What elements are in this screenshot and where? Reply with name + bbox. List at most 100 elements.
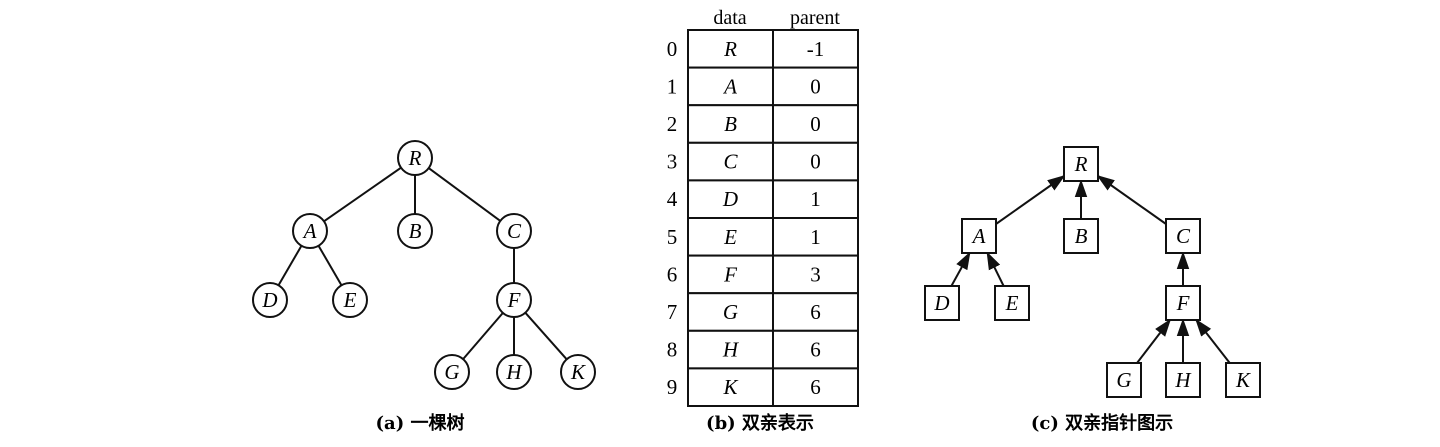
parent-pointer-E-to-A [986, 251, 1005, 287]
tree-panel: R A B C D E F G H K (a) 一棵树 [252, 140, 596, 434]
pointer-edges [950, 174, 1231, 364]
tree-edges [277, 166, 568, 360]
pointer-node-box [1106, 362, 1142, 398]
tree-node-label: R [408, 146, 422, 170]
parent-pointer-K-to-F [1195, 318, 1231, 364]
data-cell: K [722, 375, 738, 399]
tree-node-circle [560, 354, 596, 390]
parent-pointer-A-to-R [995, 174, 1066, 225]
parent-table: data parent 0 R -1 1 A 0 2 B 0 3 C 0 4 D 1 5 E 1 6 F 3 7 G 6 8 H 6… [667, 7, 859, 434]
pointer-node-box [994, 285, 1030, 321]
data-cell: E [723, 225, 737, 249]
data-cell: A [722, 74, 737, 98]
tree-edge-R-C [428, 167, 501, 222]
parent-cell: 0 [810, 74, 821, 98]
tree-node-circle [496, 213, 532, 249]
row-index: 4 [667, 187, 678, 211]
tree-node-label: F [507, 288, 521, 312]
table-row: 5 E 1 [667, 217, 859, 257]
pointer-node-label: B [1075, 224, 1088, 248]
tree-edge-F-G [462, 312, 504, 360]
pointer-node-F: F [1165, 285, 1201, 321]
tree-node-circle [397, 213, 433, 249]
table-row: 7 G 6 [667, 292, 859, 332]
tree-node-R: R [397, 140, 433, 176]
tree-node-H: H [496, 354, 532, 390]
data-cell-box [687, 217, 774, 257]
parent-cell-box [772, 367, 859, 407]
tree-node-A: A [292, 213, 328, 249]
tree-edge-R-A [323, 166, 402, 223]
row-index: 0 [667, 37, 678, 61]
data-cell-box [687, 329, 774, 370]
tree-node-E: E [332, 282, 368, 318]
pointer-node-label: H [1174, 368, 1192, 392]
data-cell: H [722, 338, 740, 362]
tree-node-circle [292, 213, 328, 249]
parent-cell: 1 [810, 225, 821, 249]
table-row: 2 B 0 [667, 104, 859, 144]
data-cell: F [723, 262, 737, 286]
parent-cell-box [772, 217, 859, 257]
pointer-node-G: G [1106, 362, 1142, 398]
pointer-node-box [1165, 218, 1201, 254]
pointer-node-box [961, 218, 997, 254]
parent-cell: 0 [810, 150, 821, 174]
row-index: 7 [667, 300, 678, 324]
tree-edge-F-K [524, 312, 568, 360]
tree-edge-A-E [317, 245, 343, 286]
tree-node-circle [252, 282, 288, 318]
pointer-node-C: C [1165, 218, 1201, 254]
pointer-node-label: E [1005, 291, 1019, 315]
pointer-node-H: H [1165, 362, 1201, 398]
pointer-caption: (c) 双亲指针图示 [1031, 412, 1173, 434]
tree-node-circle [434, 354, 470, 390]
table-row: 9 K 6 [667, 367, 859, 407]
parent-cell-box [772, 179, 859, 219]
row-index: 5 [667, 225, 678, 249]
tree-nodes: R A B C D E F G H K [252, 140, 596, 390]
table-row: 4 D 1 [667, 179, 859, 219]
row-index: 9 [667, 375, 678, 399]
tree-node-K: K [560, 354, 596, 390]
table-row: 1 A 0 [667, 66, 859, 107]
row-index: 3 [667, 150, 678, 174]
tree-edge-A-D [277, 245, 303, 286]
data-cell: G [723, 300, 738, 324]
pointer-node-box [1225, 362, 1261, 398]
pointer-node-E: E [994, 285, 1030, 321]
row-index: 6 [667, 262, 678, 286]
parent-cell: 6 [810, 338, 821, 362]
parent-pointer-C-to-R [1096, 174, 1167, 225]
pointer-node-label: R [1074, 152, 1088, 176]
pointer-panel: R A B C D E F G H K (c) 双亲指针图示 [924, 146, 1261, 434]
data-cell-box [687, 367, 774, 407]
tree-node-label: C [507, 219, 522, 243]
parent-cell-box [772, 104, 859, 144]
pointer-node-box [924, 285, 960, 321]
table-row: 3 C 0 [667, 141, 859, 182]
pointer-node-box [1063, 218, 1099, 254]
data-cell: R [723, 37, 737, 61]
tree-node-G: G [434, 354, 470, 390]
tree-node-label: E [343, 288, 357, 312]
parent-cell: 6 [810, 300, 821, 324]
table-header-data: data [713, 7, 746, 29]
pointer-node-K: K [1225, 362, 1261, 398]
tree-node-circle [332, 282, 368, 318]
parent-cell-box [772, 141, 859, 182]
tree-node-label: D [261, 288, 277, 312]
tree-node-label: G [444, 360, 459, 384]
tree-node-circle [496, 354, 532, 390]
data-cell-box [687, 104, 774, 144]
pointer-node-R: R [1063, 146, 1099, 182]
pointer-node-A: A [961, 218, 997, 254]
tree-node-circle [397, 140, 433, 176]
pointer-node-box [1165, 285, 1201, 321]
tree-node-F: F [496, 282, 532, 318]
parent-pointer-G-to-F [1136, 318, 1172, 364]
pointer-node-label: G [1116, 368, 1131, 392]
tree-node-label: H [505, 360, 523, 384]
table-row: 8 H 6 [667, 329, 859, 370]
table-rows: 0 R -1 1 A 0 2 B 0 3 C 0 4 D 1 5 E 1 6 F 3 7 G 6 8 H 6 9 K 6 [667, 29, 859, 407]
